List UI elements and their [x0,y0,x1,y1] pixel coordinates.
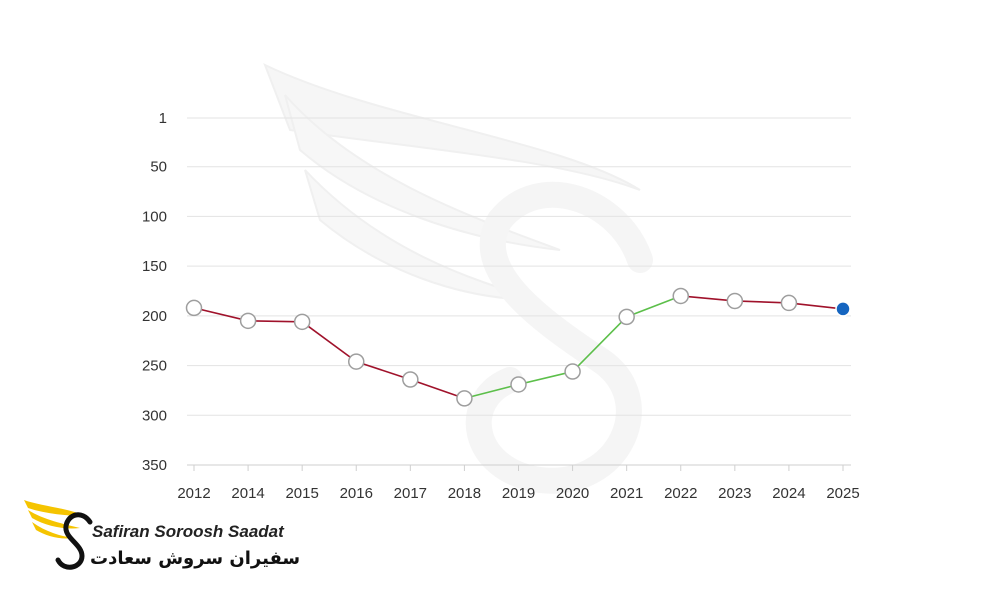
x-tick-label: 2025 [826,485,859,502]
series-lines [193,295,844,400]
x-tick-label: 2015 [285,485,318,502]
series-segment [572,316,628,373]
data-point[interactable] [348,353,365,370]
x-tick-label: 2014 [231,485,264,502]
series-segment [248,320,303,323]
data-point[interactable] [402,371,419,388]
y-tick-label: 250 [142,358,167,375]
series-segment [355,360,411,381]
x-tick-label: 2023 [718,485,751,502]
data-point[interactable] [510,376,527,393]
x-tick-label: 2012 [177,485,210,502]
data-point[interactable] [726,292,744,310]
x-tick-label: 2022 [664,485,697,502]
y-tick-label: 100 [142,208,167,225]
series-segment [788,302,844,310]
series-segment [518,370,573,386]
y-tick-label: 150 [142,258,167,275]
data-point[interactable] [672,287,689,305]
x-tick-label: 2021 [610,485,643,502]
series-points [185,287,851,407]
logo-name-english: Safiran Soroosh Saadat [92,522,284,541]
company-logo: Safiran Soroosh Saadat سفیران سروش سعادت [20,492,300,582]
data-point[interactable] [618,308,635,326]
series-segment [193,307,249,322]
series-segment [301,321,357,363]
x-tick-label: 2020 [556,485,589,502]
data-point[interactable] [456,390,473,407]
winged-s-logo-icon [24,500,93,570]
y-tick-label: 1 [159,110,167,127]
x-tick-label: 2018 [448,485,481,502]
watermark-logo-icon [263,63,653,494]
data-point[interactable] [293,313,311,331]
data-point-current[interactable] [835,301,851,317]
data-point[interactable] [239,312,257,330]
x-tick-label: 2016 [340,485,373,502]
x-tick-label: 2017 [394,485,427,502]
data-point[interactable] [564,363,581,380]
data-point[interactable] [185,299,203,317]
series-segment [734,300,789,304]
y-tick-label: 50 [150,159,167,176]
y-tick-label: 300 [142,407,167,424]
y-tick-label: 350 [142,457,167,474]
series-segment [464,383,519,400]
y-tick-label: 200 [142,308,167,325]
x-tick-label: 2024 [772,485,805,502]
series-segment [626,295,682,318]
series-segment [410,378,465,400]
series-segment [680,295,735,302]
data-point[interactable] [780,294,798,312]
x-tick-label: 2019 [502,485,535,502]
x-axis: 2012 2014 2015 2016 2017 2018 2019 2020 2021 2022… [177,464,860,502]
logo-name-persian: سفیران سروش سعادت [90,548,301,569]
